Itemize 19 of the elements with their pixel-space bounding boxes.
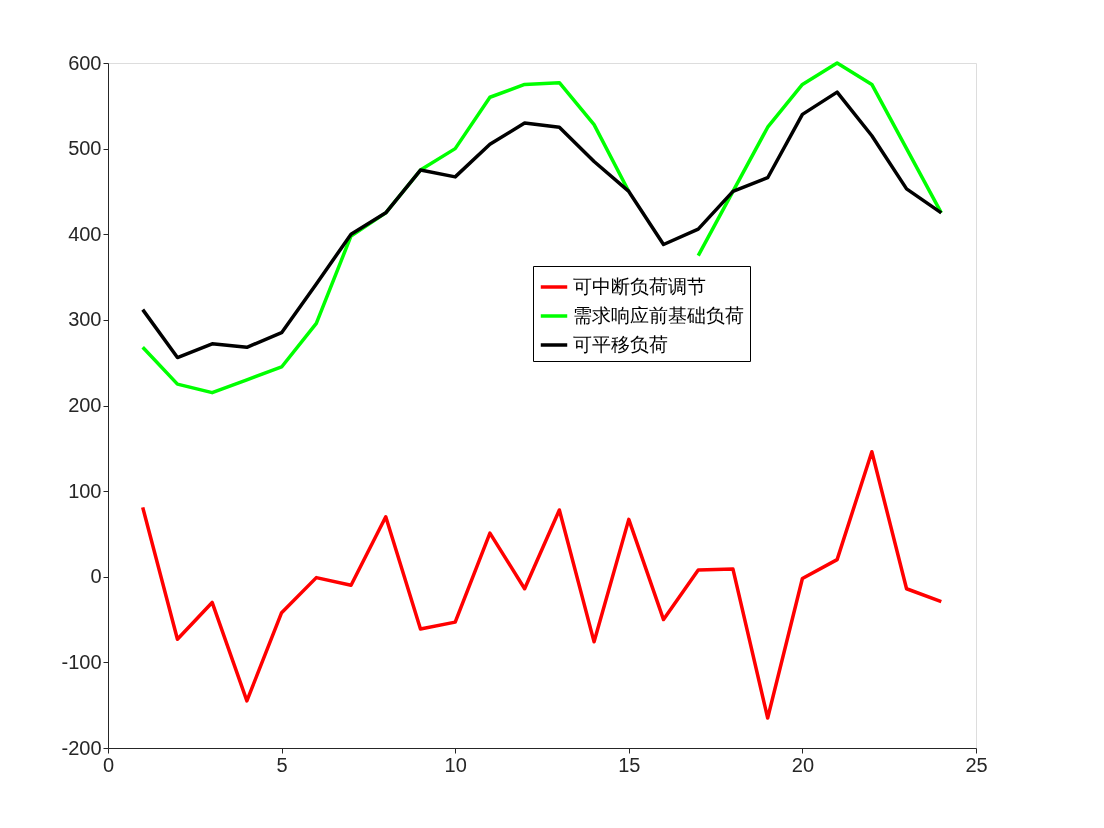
y-tick-label: 600 <box>68 51 102 74</box>
x-tick-label: 25 <box>965 753 988 776</box>
y-tick-label: 0 <box>90 565 102 588</box>
y-tick-label: 300 <box>68 308 102 331</box>
x-tick-label: 10 <box>444 753 467 776</box>
x-tick-label: 20 <box>791 753 815 776</box>
x-tick-label: 5 <box>276 753 288 776</box>
line-series <box>140 449 944 720</box>
y-tick-label: 200 <box>68 394 102 416</box>
line-series <box>140 90 944 360</box>
y-tick-label: 100 <box>68 479 102 502</box>
y-tick-label: -100 <box>61 650 102 673</box>
y-tick-label: 500 <box>68 137 102 160</box>
legend-label: 可中断负荷调节 <box>573 276 706 297</box>
legend-label: 需求响应前基础负荷 <box>573 305 744 326</box>
y-tick-label: 400 <box>68 222 102 245</box>
legend-label: 可平移负荷 <box>573 334 668 355</box>
x-tick-label: 15 <box>618 753 641 776</box>
y-tick-label: -200 <box>61 736 102 759</box>
